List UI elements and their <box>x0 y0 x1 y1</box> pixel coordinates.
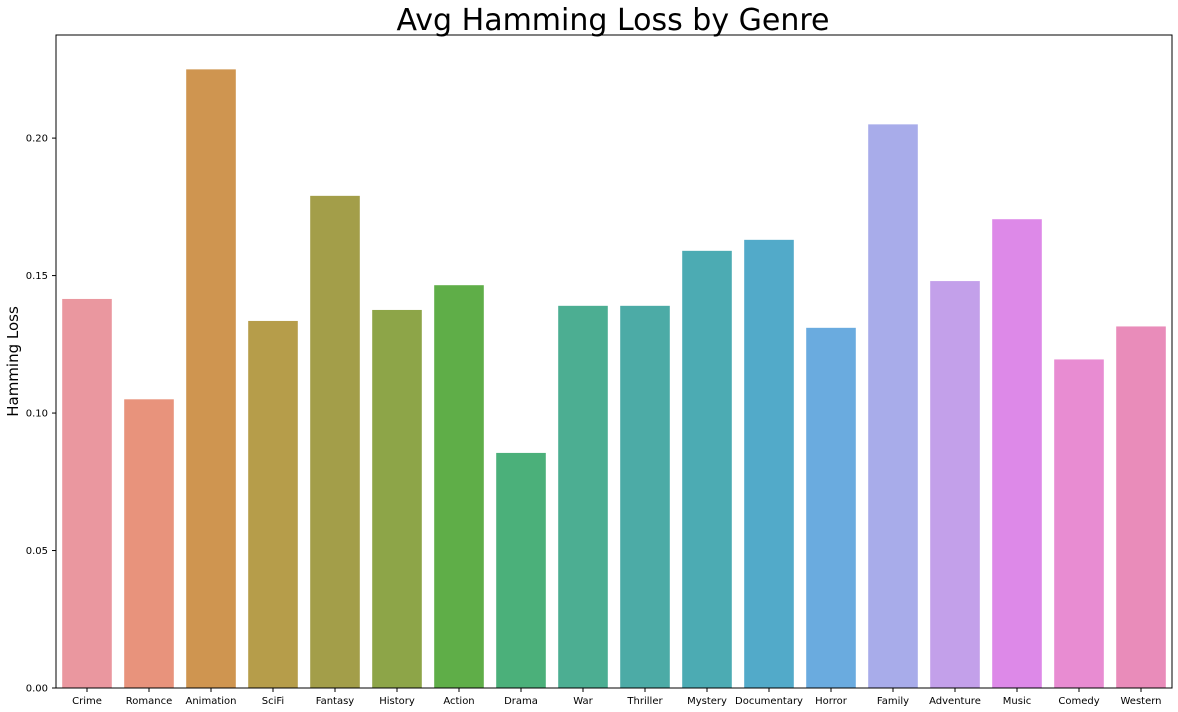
bar-history <box>372 309 422 688</box>
x-tick-label: Drama <box>504 696 538 707</box>
bar-comedy <box>1054 359 1104 688</box>
bar-documentary <box>744 239 794 688</box>
x-tick-label: Horror <box>815 696 848 707</box>
x-tick-label: Animation <box>186 696 237 707</box>
bar-thriller <box>620 305 670 688</box>
x-tick-label: Fantasy <box>316 696 355 707</box>
bar-animation <box>186 69 236 689</box>
bar-scifi <box>248 320 298 688</box>
x-tick-label: War <box>573 696 593 707</box>
plot-frame <box>55 34 1173 689</box>
x-tick-label: SciFi <box>262 696 284 707</box>
x-tick-label: Family <box>877 696 909 707</box>
bar-drama <box>496 452 546 688</box>
y-tick-label: 0.20 <box>26 134 48 145</box>
x-tick-label: Crime <box>72 696 102 707</box>
x-tick-label: Action <box>443 696 474 707</box>
x-tick-label: History <box>379 696 415 707</box>
bar-crime <box>62 298 112 688</box>
bar-family <box>868 124 918 688</box>
y-axis-label: Hamming Loss <box>4 306 22 417</box>
bar-mystery <box>682 250 732 688</box>
x-tick-label: Documentary <box>735 696 803 707</box>
x-tick-label: Comedy <box>1058 696 1099 707</box>
bars-group <box>62 69 1166 689</box>
x-tick-label: Romance <box>126 696 172 707</box>
y-tick-label: 0.00 <box>26 684 48 695</box>
x-tick-label: Mystery <box>687 696 727 707</box>
y-tick-label: 0.05 <box>26 546 48 557</box>
bar-action <box>434 285 484 688</box>
chart-title: Avg Hamming Loss by Genre <box>397 3 830 38</box>
bar-western <box>1116 326 1166 688</box>
y-tick-label: 0.15 <box>26 271 48 282</box>
bar-romance <box>124 399 174 688</box>
bar-music <box>992 219 1042 689</box>
bar-adventure <box>930 281 980 688</box>
x-tick-label: Thriller <box>626 696 663 707</box>
bar-war <box>558 305 608 688</box>
x-tick-label: Music <box>1003 696 1031 707</box>
x-axis-ticks: Crime Romance Animation SciFi Fantasy History… <box>72 688 1162 707</box>
bar-fantasy <box>310 195 360 688</box>
x-tick-label: Adventure <box>929 696 981 707</box>
y-tick-label: 0.10 <box>26 409 48 420</box>
bar-horror <box>806 327 856 688</box>
x-tick-label: Western <box>1120 696 1161 707</box>
y-axis-ticks: 0.00 0.05 0.10 0.15 0.20 <box>26 134 56 695</box>
